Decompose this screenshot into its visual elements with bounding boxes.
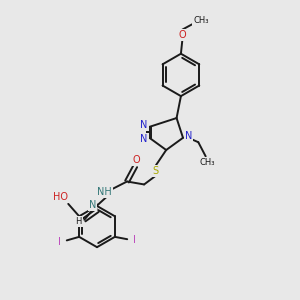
Text: O: O bbox=[133, 155, 141, 165]
Text: HO: HO bbox=[53, 192, 68, 202]
Text: N: N bbox=[184, 131, 192, 141]
Text: N: N bbox=[140, 120, 148, 130]
Text: S: S bbox=[153, 166, 159, 176]
Text: N: N bbox=[140, 134, 148, 144]
Text: NH: NH bbox=[97, 187, 112, 197]
Text: O: O bbox=[178, 30, 186, 40]
Text: CH₃: CH₃ bbox=[200, 158, 215, 167]
Text: N: N bbox=[88, 200, 96, 210]
Text: I: I bbox=[134, 236, 136, 245]
Text: CH₃: CH₃ bbox=[193, 16, 209, 25]
Text: H: H bbox=[75, 217, 82, 226]
Text: I: I bbox=[58, 237, 61, 247]
